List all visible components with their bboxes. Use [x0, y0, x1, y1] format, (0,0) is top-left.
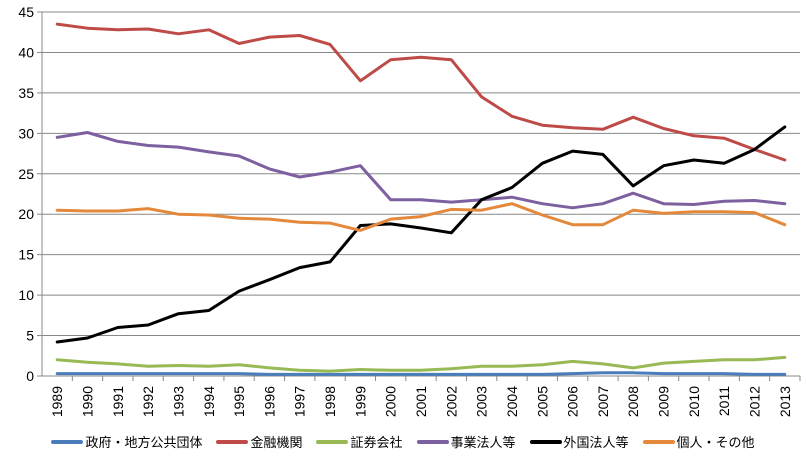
legend-label: 証券会社: [350, 436, 403, 451]
x-tick-label: 1989: [49, 386, 65, 417]
legend-label: 金融機関: [250, 436, 303, 451]
x-tick-label: 2007: [595, 386, 611, 417]
legend-item: 外国法人等: [529, 432, 629, 451]
y-tick-label: 5: [26, 328, 34, 344]
series-line-4: [55, 125, 787, 344]
legend-item: 証券会社: [316, 432, 403, 451]
legend-label: 事業法人等: [450, 436, 516, 451]
x-tick-label: 1999: [352, 386, 368, 417]
x-tick-label: 2002: [443, 386, 459, 417]
legend-item: 金融機関: [216, 432, 302, 451]
x-tick-label: 1995: [231, 386, 247, 417]
y-tick-label: 10: [18, 287, 34, 303]
y-tick-label: 0: [26, 368, 34, 384]
series-line-3: [55, 131, 787, 210]
y-tick-label: 35: [18, 85, 34, 101]
y-tick-label: 45: [18, 4, 34, 20]
legend-item: 政府・地方公共団体: [51, 432, 202, 451]
line-chart: 0 5 10 15 20 25 30 35 40 45 1989 1990 1991 1992 1993 19…: [18, 4, 801, 417]
legend-item: 個人・その他: [642, 432, 755, 451]
x-tick-label: 1998: [322, 386, 338, 417]
x-tick-label: 2004: [504, 386, 520, 417]
x-tick-label: 2010: [686, 386, 702, 417]
x-tick-label: 2006: [565, 386, 581, 417]
x-tick-label: 2012: [747, 386, 763, 417]
x-tick-label: 2009: [656, 386, 672, 417]
x-tick-label: 1996: [261, 386, 277, 417]
x-tick-label: 1994: [201, 386, 217, 417]
legend-swatch: [416, 439, 449, 444]
x-tick-label: 1990: [79, 386, 95, 417]
y-tick-label: 15: [18, 247, 34, 263]
series-line-2: [55, 355, 787, 373]
y-tick-label: 20: [18, 206, 34, 222]
x-tick-label: 2001: [413, 386, 429, 417]
series-line-1: [55, 22, 787, 162]
y-tick-label: 30: [18, 125, 34, 141]
legend-swatch: [316, 439, 349, 444]
chart-legend: 政府・地方公共団体 金融機関 証券会社 事業法人等 外国法人等 個人・その他: [0, 432, 806, 451]
x-tick-label: 1997: [292, 386, 308, 417]
legend-swatch: [216, 439, 249, 444]
legend-item: 事業法人等: [416, 432, 516, 451]
legend-swatch: [642, 439, 675, 444]
series-line-5: [55, 202, 787, 232]
legend-swatch: [529, 439, 562, 444]
x-tick-label: 1992: [140, 386, 156, 417]
legend-label: 外国法人等: [563, 436, 629, 451]
x-tick-label: 2008: [625, 386, 641, 417]
legend-swatch: [51, 439, 84, 444]
x-tick-label: 2000: [383, 386, 399, 417]
legend-label: 個人・その他: [676, 436, 755, 451]
x-tick-label: 1991: [110, 386, 126, 417]
x-tick-label: 2005: [534, 386, 550, 417]
legend-label: 政府・地方公共団体: [85, 436, 203, 451]
x-tick-label: 2003: [474, 386, 490, 417]
x-tick-label: 1993: [170, 386, 186, 417]
y-tick-label: 25: [18, 166, 34, 182]
y-tick-label: 40: [18, 44, 34, 60]
x-tick-label: 2011: [716, 386, 732, 416]
series-line-0: [55, 371, 787, 376]
x-tick-label: 2013: [777, 386, 793, 417]
